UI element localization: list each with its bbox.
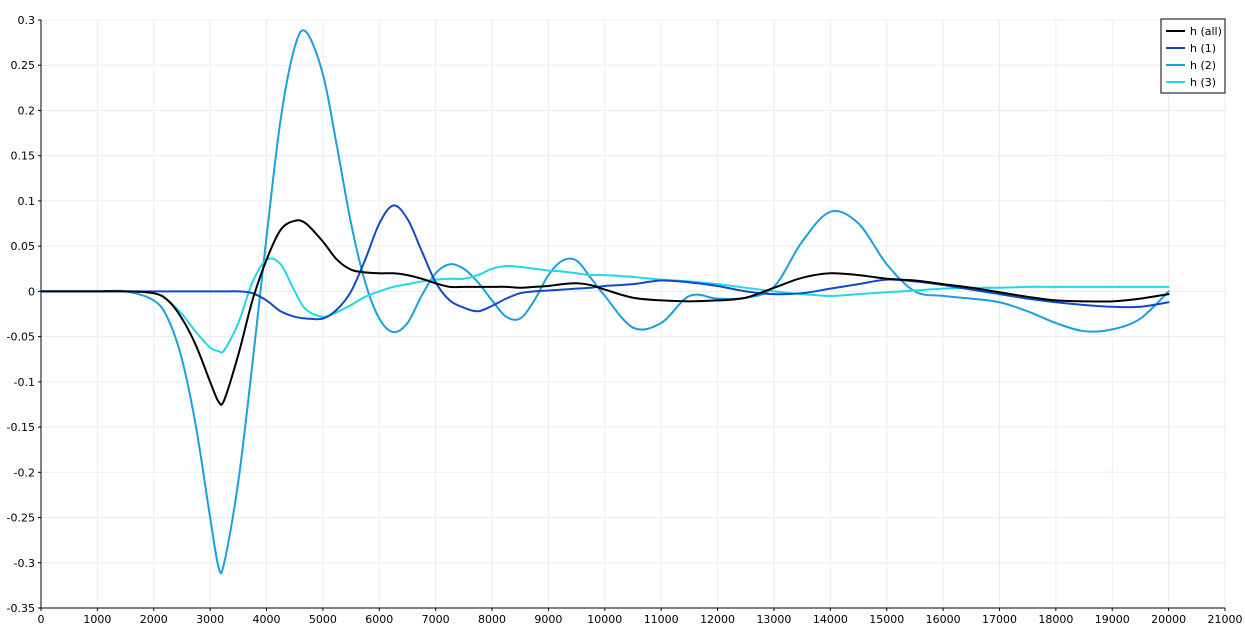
- x-tick-label: 18000: [1038, 613, 1073, 626]
- x-tick-label: 8000: [478, 613, 506, 626]
- x-tick-label: 13000: [756, 613, 791, 626]
- x-tick-label: 0: [38, 613, 45, 626]
- y-tick-label: -0.2: [14, 466, 35, 479]
- x-tick-label: 14000: [813, 613, 848, 626]
- y-tick-label: 0.15: [11, 150, 36, 163]
- y-tick-label: 0.25: [11, 59, 36, 72]
- legend: h (all) h (1) h (2) h (3): [1160, 18, 1226, 94]
- series-line-h-3: [40, 257, 1170, 354]
- y-tick-label: -0.05: [7, 331, 35, 344]
- y-ticks: 0.3 0.25 0.2 0.15 0.1 0.05 0 -0.05 -0.1 -0.15 -0.2…: [7, 14, 41, 615]
- x-ticks: 0 1000 2000 3000 4000 5000 6000 7000 8000 9000 100…: [38, 608, 1243, 626]
- x-tick-label: 2000: [140, 613, 168, 626]
- x-tick-label: 1000: [83, 613, 111, 626]
- x-tick-label: 9000: [534, 613, 562, 626]
- y-tick-label: -0.15: [7, 421, 35, 434]
- axes: [40, 20, 1225, 609]
- series-line-h-all: [40, 219, 1170, 406]
- series-layer: [40, 29, 1170, 575]
- y-tick-label: 0.2: [18, 104, 36, 117]
- y-tick-label: -0.25: [7, 512, 35, 525]
- y-tick-label: -0.3: [14, 557, 35, 570]
- series-line-h-2: [40, 29, 1170, 575]
- y-tick-label: 0.1: [18, 195, 36, 208]
- x-tick-label: 5000: [309, 613, 337, 626]
- x-tick-label: 3000: [196, 613, 224, 626]
- x-tick-label: 4000: [253, 613, 281, 626]
- x-tick-label: 12000: [700, 613, 735, 626]
- x-tick-label: 15000: [869, 613, 904, 626]
- x-tick-label: 19000: [1095, 613, 1130, 626]
- y-tick-label: -0.35: [7, 602, 35, 615]
- legend-label: h (all): [1190, 25, 1222, 38]
- x-tick-label: 17000: [982, 613, 1017, 626]
- y-tick-label: 0: [28, 285, 35, 298]
- y-tick-label: -0.1: [14, 376, 35, 389]
- x-tick-label: 10000: [587, 613, 622, 626]
- x-tick-label: 21000: [1208, 613, 1243, 626]
- legend-label: h (1): [1190, 42, 1216, 55]
- y-tick-label: 0.3: [18, 14, 36, 27]
- x-tick-label: 6000: [365, 613, 393, 626]
- grid: [40, 19, 1226, 609]
- x-tick-label: 7000: [422, 613, 450, 626]
- legend-label: h (3): [1190, 76, 1216, 89]
- x-tick-label: 20000: [1151, 613, 1186, 626]
- y-tick-label: 0.05: [11, 240, 36, 253]
- x-tick-label: 11000: [644, 613, 679, 626]
- legend-label: h (2): [1190, 59, 1216, 72]
- x-tick-label: 16000: [926, 613, 961, 626]
